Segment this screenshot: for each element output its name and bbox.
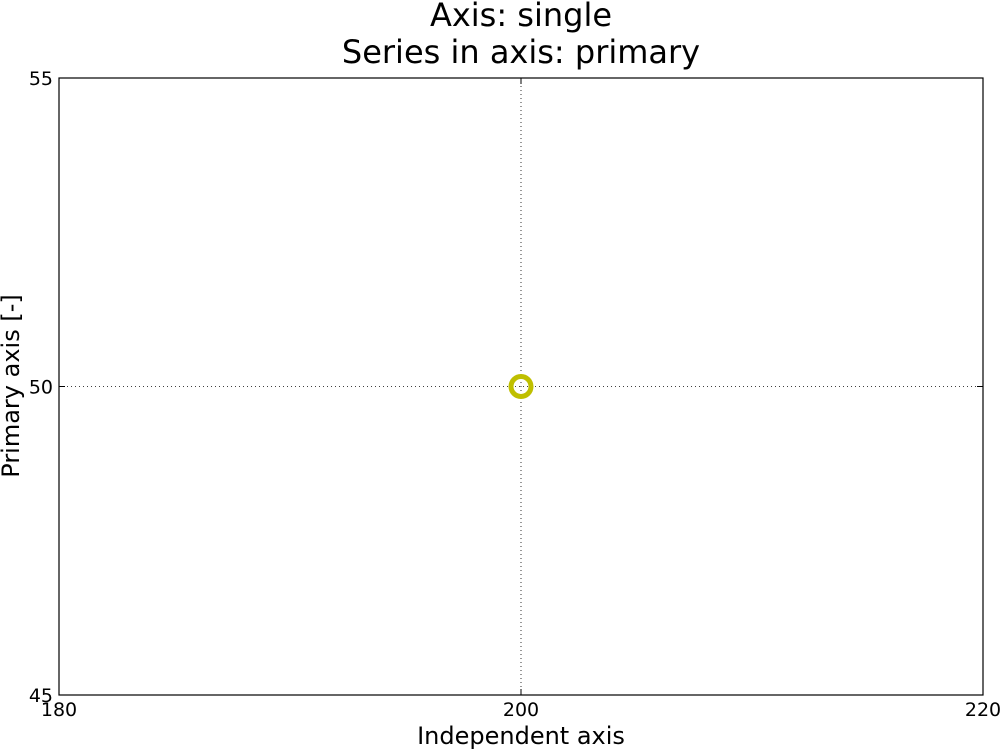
plot-area xyxy=(58,77,984,696)
y-axis-label: Primary axis [-] xyxy=(0,294,25,477)
chart-subtitle: Series in axis: primary xyxy=(342,33,700,71)
x-tick-label: 180 xyxy=(41,699,77,721)
plot-frame xyxy=(58,77,984,696)
x-tick-label: 220 xyxy=(965,699,1000,721)
x-tick-label: 200 xyxy=(503,699,539,721)
data-marks xyxy=(508,374,534,399)
y-tick-label: 55 xyxy=(29,68,53,90)
grid-lines xyxy=(59,78,983,695)
y-tick-label: 45 xyxy=(29,685,53,707)
data-point xyxy=(508,374,534,399)
y-tick-label: 50 xyxy=(29,377,53,399)
chart-title: Axis: single xyxy=(430,0,612,34)
x-tick-labels: 180 200 220 xyxy=(41,699,1000,721)
y-tick-labels: 45 50 55 xyxy=(29,68,53,707)
x-axis-label: Independent axis xyxy=(417,722,625,750)
